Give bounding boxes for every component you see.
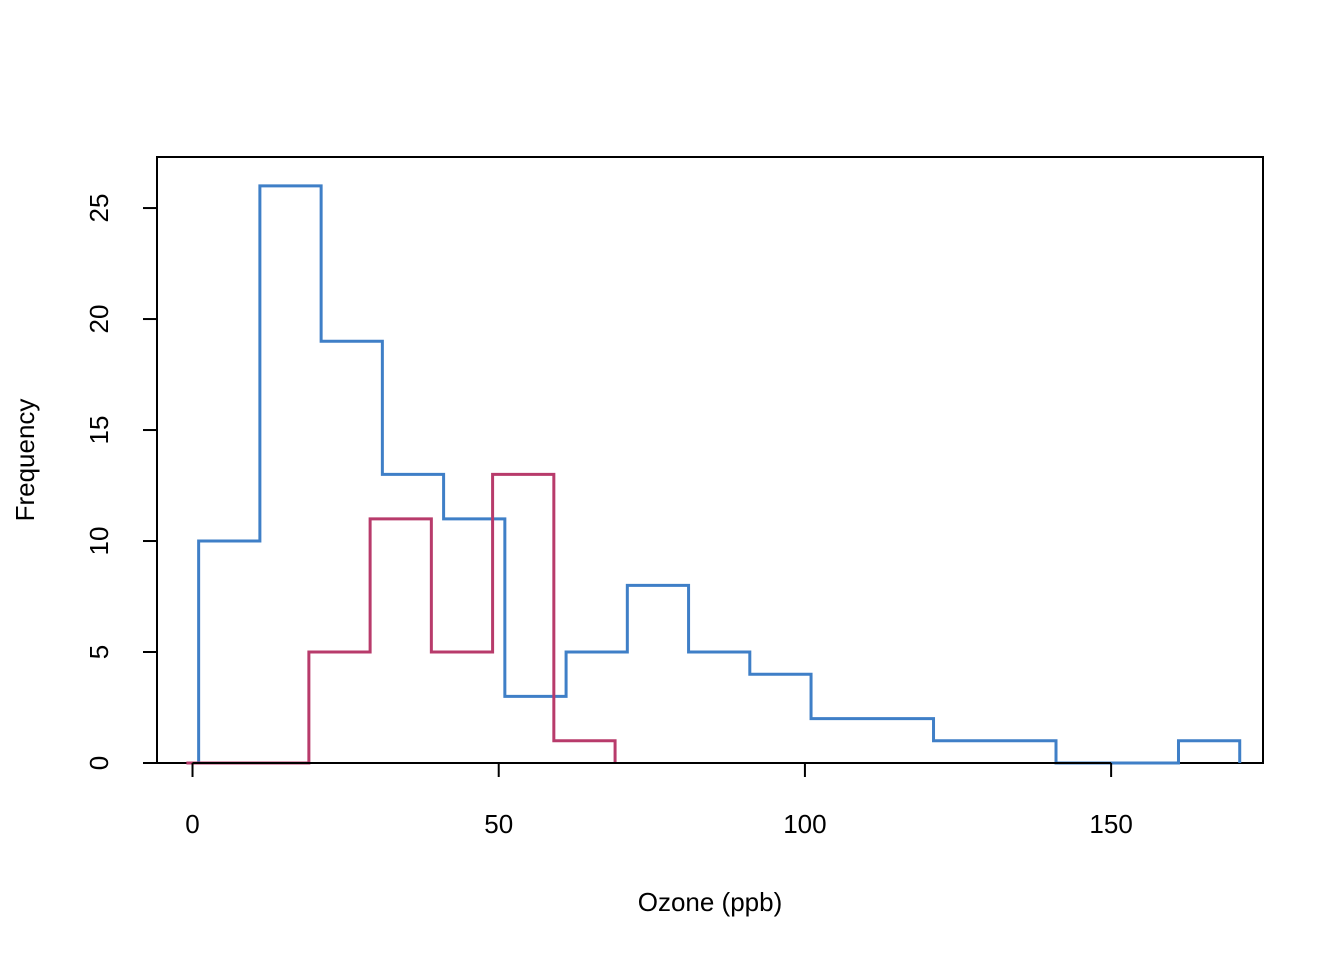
plot-box	[156, 156, 1264, 764]
histogram-series-1	[197, 184, 1242, 765]
y-tick-label: 5	[84, 645, 114, 659]
y-axis: 0 5 10 15 20 25	[84, 194, 158, 770]
series-layer	[186, 184, 1242, 765]
x-axis-title: Ozone (ppb)	[638, 887, 783, 917]
y-tick-label: 25	[84, 194, 114, 223]
y-axis-title: Frequency	[10, 399, 40, 522]
y-tick-label: 0	[84, 756, 114, 770]
y-tick-label: 15	[84, 416, 114, 445]
y-tick-label: 10	[84, 527, 114, 556]
x-tick-label: 0	[185, 809, 199, 839]
x-tick-label: 100	[783, 809, 826, 839]
x-tick-label: 150	[1089, 809, 1132, 839]
histogram-series-2	[186, 472, 617, 765]
x-axis: 0 50 100 150	[185, 762, 1133, 839]
y-tick-label: 20	[84, 305, 114, 334]
x-tick-label: 50	[484, 809, 513, 839]
